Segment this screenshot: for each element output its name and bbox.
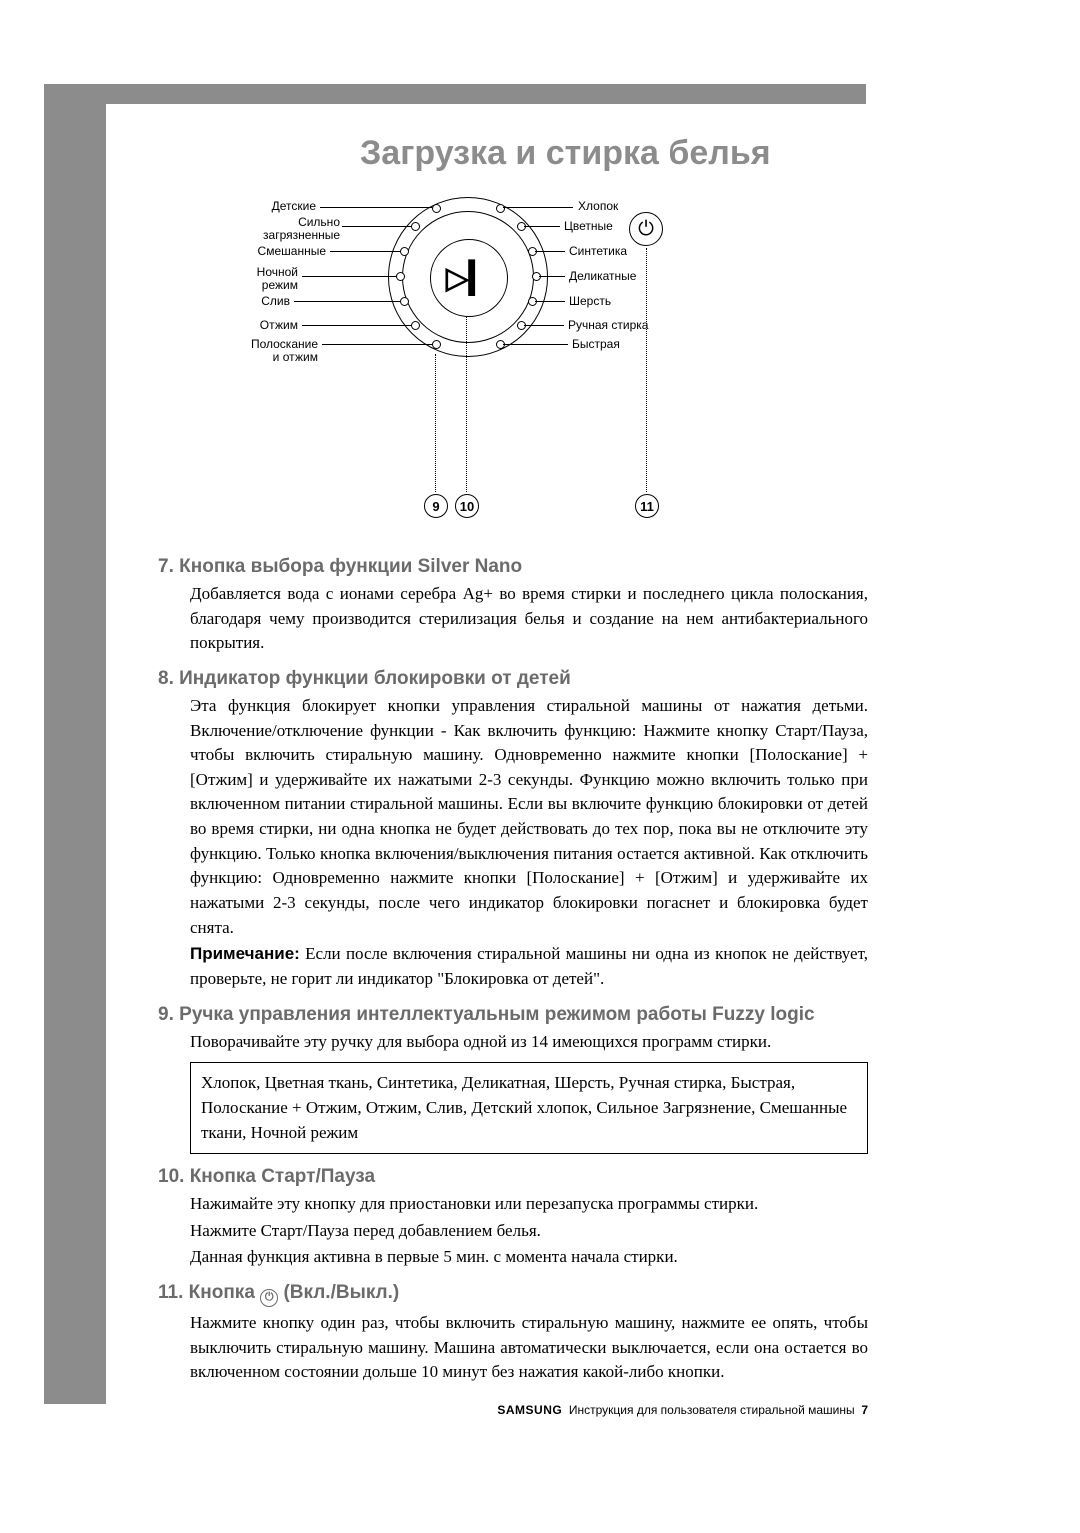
label-line: [535, 301, 565, 302]
power-button-icon: ⏻: [629, 212, 663, 246]
section-heading: 8. Индикатор функции блокировки от детей: [158, 668, 868, 690]
left-decor-bar: [44, 84, 106, 1404]
body-paragraph: Нажмите Старт/Пауза перед добавлением бе…: [190, 1219, 868, 1244]
label-line: [320, 207, 432, 208]
label-line: [330, 251, 400, 252]
page-footer: SAMSUNG Инструкция для пользователя стир…: [158, 1403, 868, 1417]
top-decor-bar: [44, 84, 866, 104]
section-heading: 11. Кнопка ⏻ (Вкл./Выкл.): [158, 1282, 868, 1307]
manual-page: Загрузка и стирка белья ▷▎: [0, 0, 1080, 1533]
control-dial-diagram: ▷▎ Детские Сильно з: [260, 192, 680, 522]
dial-label: Шерсть: [569, 295, 611, 308]
dial-label: Цветные: [564, 220, 613, 233]
dial-tick: [432, 204, 441, 213]
body-paragraph: Эта функция блокирует кнопки управления …: [190, 694, 868, 940]
label-line: [503, 207, 573, 208]
power-icon: ⏻: [260, 1289, 278, 1307]
dial-tick: [396, 272, 405, 281]
label-line: [302, 325, 412, 326]
brand-logo: SAMSUNG: [497, 1403, 562, 1417]
body-paragraph: Нажмите кнопку один раз, чтобы включить …: [190, 1311, 868, 1385]
dial-label: Сильно загрязненные: [244, 216, 340, 241]
body-paragraph: Данная функция активна в первые 5 мин. с…: [190, 1245, 868, 1270]
dial-tick: [432, 340, 441, 349]
program-list-box: Хлопок, Цветная ткань, Синтетика, Делика…: [190, 1062, 868, 1154]
label-line: [342, 226, 412, 227]
dial-label: Слив: [250, 295, 290, 308]
dial-label: Полоскание и отжим: [244, 338, 318, 363]
dial-label: Хлопок: [578, 200, 618, 213]
callout-number: 11: [635, 494, 659, 518]
body-paragraph: Нажимайте эту кнопку для приостановки ил…: [190, 1192, 868, 1217]
body-paragraph: Добавляется вода с ионами серебра Ag+ во…: [190, 582, 868, 656]
dial-label: Ручная стирка: [568, 319, 648, 332]
dial-label: Смешанные: [246, 245, 326, 258]
label-line: [294, 301, 400, 302]
section-heading: 7. Кнопка выбора функции Silver Nano: [158, 556, 868, 578]
note-label: Примечание:: [190, 944, 300, 963]
dial-tick: [411, 222, 420, 231]
page-title: Загрузка и стирка белья: [360, 134, 771, 173]
label-line: [539, 276, 565, 277]
dial-tick: [400, 297, 409, 306]
dial-knob: ▷▎: [430, 239, 508, 317]
callout-guide: [435, 354, 436, 492]
content-body: 7. Кнопка выбора функции Silver Nano Доб…: [158, 544, 868, 1387]
dial-label: Отжим: [250, 319, 298, 332]
note-paragraph: Примечание: Если после включения стираль…: [190, 942, 868, 991]
dial-tick: [496, 204, 505, 213]
dial-label: Ночной режим: [246, 266, 298, 291]
start-pause-icon: ▷▎: [446, 261, 492, 296]
callout-guide: [466, 317, 467, 492]
dial-label: Деликатные: [569, 270, 636, 283]
dial-tick: [400, 247, 409, 256]
dial-label: Быстрая: [572, 338, 620, 351]
section-heading: 10. Кнопка Старт/Пауза: [158, 1166, 868, 1188]
label-line: [524, 226, 560, 227]
label-line: [535, 251, 565, 252]
label-line: [503, 344, 568, 345]
callout-number: 10: [455, 494, 479, 518]
dial-label: Синтетика: [569, 245, 627, 258]
callout-guide: [646, 248, 647, 492]
callout-number: 9: [424, 494, 448, 518]
dial-label: Детские: [254, 200, 316, 213]
label-line: [524, 325, 564, 326]
label-line: [302, 276, 397, 277]
label-line: [322, 344, 432, 345]
section-heading: 9. Ручка управления интеллектуальным реж…: [158, 1004, 868, 1026]
body-paragraph: Поворачивайте эту ручку для выбора одной…: [190, 1030, 868, 1055]
dial-tick: [411, 321, 420, 330]
